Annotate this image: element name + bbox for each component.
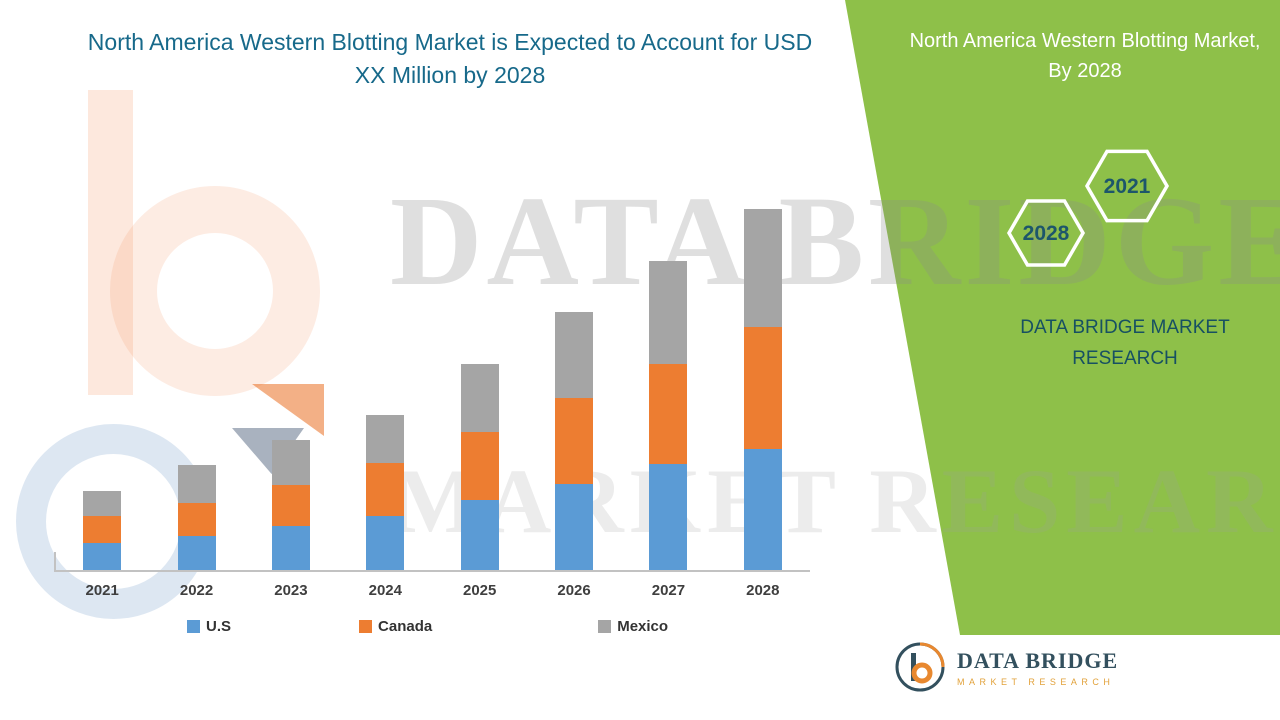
side-panel-title: North America Western Blotting Market, B… [909, 30, 1261, 82]
bar-segment-mexico [366, 415, 405, 463]
legend-swatch [359, 620, 373, 633]
legend-item-canada: Canada [359, 618, 432, 635]
x-axis-label: 2023 [274, 582, 308, 599]
bar-segment-us [555, 484, 594, 570]
bar-segment-canada [271, 485, 310, 526]
watermark-logo-triangle [252, 384, 324, 436]
side-panel-brand-line2: RESEARCH [1072, 348, 1178, 370]
bar-column-2025 [433, 364, 527, 570]
bar-segment-us [83, 543, 122, 570]
legend-item-mexico: Mexico [598, 618, 668, 635]
bar-chart-plot [55, 192, 810, 572]
chart-title: North America Western Blotting Market is… [87, 29, 813, 89]
footer-logo-mark-icon [895, 642, 945, 692]
x-axis-label: 2026 [557, 582, 591, 599]
x-axis-labels: 2021 2022 2023 2024 2025 2026 2027 2028 [55, 582, 810, 599]
footer-logo-subtitle: MARKET RESEARCH [957, 676, 1115, 687]
x-axis-label: 2027 [651, 582, 686, 599]
bar-segment-us [649, 464, 688, 570]
hexagon-year-2028: 2028 [1023, 222, 1070, 245]
x-axis-label: 2021 [85, 582, 119, 599]
footer-logo: DATA BRIDGE MARKET RESEARCH [893, 640, 1118, 694]
x-axis-label: 2024 [368, 582, 402, 599]
bar-segment-mexico [177, 465, 216, 503]
bar-segment-mexico [743, 209, 782, 327]
side-panel-brand: DATA BRIDGE MARKET RESEARCH [960, 312, 1280, 375]
side-panel-brand-line1: DATA BRIDGE MARKET [1020, 317, 1230, 338]
x-axis-label: 2028 [746, 582, 780, 599]
footer-logo-name: DATA BRIDGE [957, 647, 1119, 673]
bar-segment-canada [83, 516, 122, 543]
year-hexagons: 2021 2028 [1006, 149, 1170, 267]
bar-column-2021 [55, 491, 149, 570]
bar-segment-mexico [649, 261, 688, 364]
bar-column-2027 [621, 261, 715, 570]
x-axis-label: 2025 [463, 582, 497, 599]
bar-column-2028 [716, 209, 810, 570]
bar-segment-mexico [83, 491, 122, 516]
bar-segment-us [460, 500, 499, 570]
bar-segment-mexico [555, 312, 594, 398]
bar-column-2026 [527, 312, 621, 570]
bar-segment-canada [555, 398, 594, 484]
bar-segment-us [177, 536, 216, 570]
hexagon-year-2021: 2021 [1104, 175, 1151, 198]
legend-label: U.S [206, 618, 232, 635]
bar-column-2022 [149, 465, 243, 570]
bar-column-2023 [244, 440, 338, 570]
bar-segment-us [743, 449, 782, 570]
hexagon-2021-shape [1084, 149, 1170, 223]
bar-column-2024 [338, 415, 432, 570]
legend-swatch [598, 620, 612, 633]
y-axis-tick [54, 552, 56, 572]
bar-segment-canada [649, 364, 688, 464]
bar-segment-canada [743, 327, 782, 449]
legend-label: Mexico [617, 618, 669, 635]
legend-item-us: U.S [187, 618, 231, 635]
bar-segment-canada [177, 503, 216, 536]
chart-legend: U.S Canada Mexico [55, 618, 815, 635]
bar-segment-mexico [271, 440, 310, 485]
bar-segment-mexico [460, 364, 499, 432]
hexagon-2028-shape [1006, 199, 1086, 267]
legend-swatch [187, 620, 200, 633]
bar-segment-canada [460, 432, 499, 500]
bar-segment-canada [366, 463, 405, 516]
x-axis-label: 2022 [179, 582, 214, 599]
legend-label: Canada [378, 618, 433, 635]
bar-segment-us [366, 516, 405, 570]
bar-segment-us [271, 526, 310, 570]
